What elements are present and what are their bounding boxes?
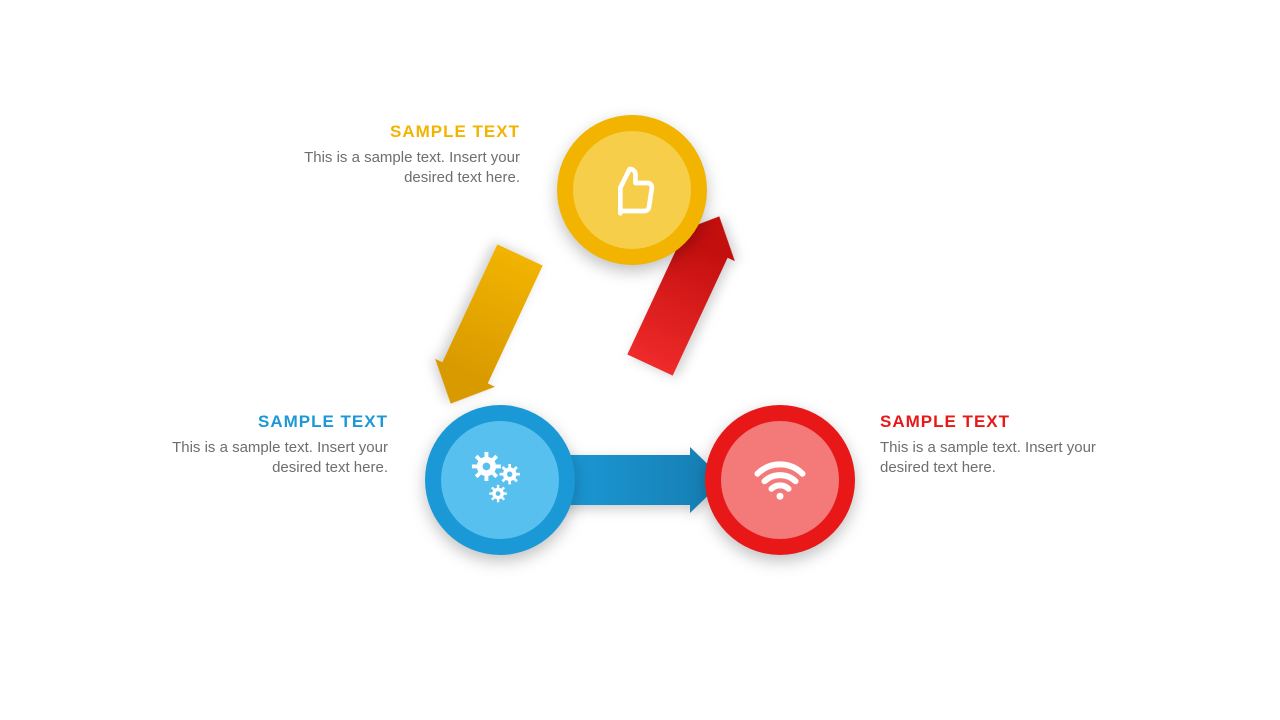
gears-icon [469,449,531,511]
body-top: This is a sample text. Insert your desir… [260,148,520,189]
node-top [557,115,707,265]
node-right [705,405,855,555]
title-right: SAMPLE TEXT [880,412,1140,432]
cycle-diagram: SAMPLE TEXT This is a sample text. Inser… [0,0,1280,720]
text-block-top: SAMPLE TEXT This is a sample text. Inser… [260,122,520,189]
wifi-icon [750,450,810,510]
body-left: This is a sample text. Insert your desir… [128,438,388,479]
title-left: SAMPLE TEXT [128,412,388,432]
text-block-right: SAMPLE TEXT This is a sample text. Inser… [880,412,1140,479]
node-left [425,405,575,555]
body-right: This is a sample text. Insert your desir… [880,438,1140,479]
thumbs-up-icon [604,162,660,218]
text-block-left: SAMPLE TEXT This is a sample text. Inser… [128,412,388,479]
title-top: SAMPLE TEXT [260,122,520,142]
